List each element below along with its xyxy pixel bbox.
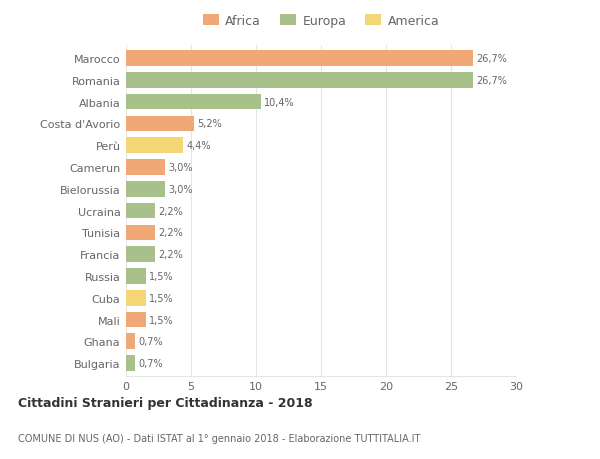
Bar xyxy=(126,203,155,219)
Bar xyxy=(126,334,135,349)
Bar xyxy=(126,247,155,263)
Bar xyxy=(126,225,155,241)
Legend: Africa, Europa, America: Africa, Europa, America xyxy=(198,10,444,33)
Text: 3,0%: 3,0% xyxy=(168,162,193,173)
Bar xyxy=(126,269,146,284)
Bar xyxy=(126,356,135,371)
Bar xyxy=(126,290,146,306)
Bar xyxy=(126,51,473,67)
Text: 2,2%: 2,2% xyxy=(158,206,182,216)
Bar xyxy=(126,182,165,197)
Bar xyxy=(126,138,183,154)
Text: 4,4%: 4,4% xyxy=(187,141,211,151)
Text: 26,7%: 26,7% xyxy=(476,54,507,64)
Bar xyxy=(126,95,261,110)
Text: 3,0%: 3,0% xyxy=(168,185,193,195)
Text: 5,2%: 5,2% xyxy=(197,119,221,129)
Text: 1,5%: 1,5% xyxy=(149,271,173,281)
Bar xyxy=(126,116,194,132)
Bar xyxy=(126,160,165,175)
Text: 1,5%: 1,5% xyxy=(149,315,173,325)
Text: 10,4%: 10,4% xyxy=(265,97,295,107)
Text: 1,5%: 1,5% xyxy=(149,293,173,303)
Text: 0,7%: 0,7% xyxy=(139,358,163,368)
Text: 2,2%: 2,2% xyxy=(158,250,182,260)
Text: Cittadini Stranieri per Cittadinanza - 2018: Cittadini Stranieri per Cittadinanza - 2… xyxy=(18,396,313,409)
Text: 2,2%: 2,2% xyxy=(158,228,182,238)
Text: 0,7%: 0,7% xyxy=(139,336,163,347)
Bar xyxy=(126,73,473,89)
Bar xyxy=(126,312,146,328)
Text: 26,7%: 26,7% xyxy=(476,76,507,86)
Text: COMUNE DI NUS (AO) - Dati ISTAT al 1° gennaio 2018 - Elaborazione TUTTITALIA.IT: COMUNE DI NUS (AO) - Dati ISTAT al 1° ge… xyxy=(18,433,421,442)
